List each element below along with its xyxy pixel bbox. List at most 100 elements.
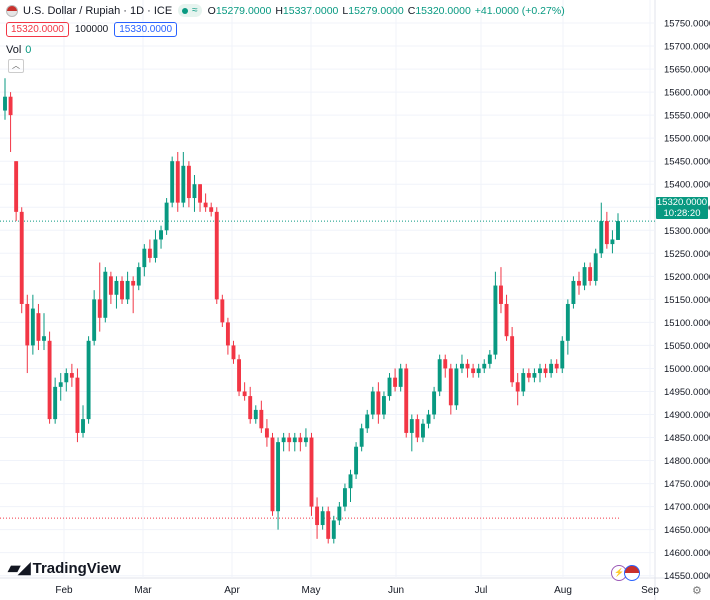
y-tick-label: 14600.0000 bbox=[664, 548, 710, 559]
candle bbox=[393, 368, 398, 392]
y-tick-label: 14700.0000 bbox=[664, 502, 710, 513]
us-flag-event-icon[interactable] bbox=[624, 565, 640, 581]
candle-body bbox=[25, 303, 30, 346]
candle bbox=[582, 262, 587, 291]
candle bbox=[292, 432, 297, 452]
candle bbox=[565, 299, 570, 355]
candle bbox=[214, 207, 219, 304]
candle-body bbox=[86, 340, 91, 420]
candle-body bbox=[30, 308, 35, 346]
low-label: L bbox=[342, 4, 349, 17]
candle bbox=[192, 175, 197, 212]
candle bbox=[153, 230, 158, 263]
price-axis[interactable]: 14550.0000 14600.0000 14650.0000 14700.0000… bbox=[664, 19, 710, 583]
candle-body bbox=[571, 280, 576, 304]
candle-body bbox=[231, 345, 236, 360]
candle bbox=[499, 267, 503, 314]
candle bbox=[164, 198, 169, 235]
candle bbox=[342, 483, 347, 512]
lightning-event-icon[interactable]: ⚡ bbox=[611, 565, 627, 581]
candle-body bbox=[237, 359, 242, 392]
candle bbox=[142, 244, 147, 277]
open-value: 15279.0000 bbox=[215, 4, 272, 17]
candle-body bbox=[515, 382, 520, 392]
candle-body bbox=[248, 396, 253, 420]
candle bbox=[409, 414, 414, 452]
tradingview-logo[interactable]: ▰◢ TradingView bbox=[8, 558, 121, 578]
candle bbox=[220, 294, 225, 327]
candle bbox=[526, 368, 531, 383]
waves-icon: ≈ bbox=[192, 5, 198, 16]
candle bbox=[460, 354, 464, 374]
candle bbox=[493, 271, 498, 360]
candle bbox=[404, 363, 409, 438]
candle bbox=[593, 248, 598, 286]
candle-body bbox=[465, 363, 470, 369]
candle bbox=[47, 331, 52, 424]
candle bbox=[159, 225, 163, 249]
tradingview-logo-icon: ▰◢ bbox=[8, 560, 31, 577]
candle bbox=[577, 271, 581, 295]
candle-body bbox=[264, 428, 269, 438]
ohlc-values: O15279.0000 H15337.0000 L15279.0000 C153… bbox=[208, 5, 565, 17]
collapse-chevron-icon[interactable]: ︿ bbox=[8, 59, 24, 73]
last-price-tag: 15320.0000 10:28:20 bbox=[656, 197, 708, 219]
candle bbox=[554, 359, 559, 374]
time-axis[interactable]: Feb Mar Apr May Jun Jul Aug Sep bbox=[55, 585, 659, 596]
y-tick-label: 15450.0000 bbox=[664, 157, 710, 168]
candle-body bbox=[415, 419, 420, 438]
candle bbox=[97, 262, 102, 332]
candle bbox=[538, 363, 542, 383]
candle-body bbox=[320, 511, 325, 526]
x-tick-label: Jul bbox=[475, 585, 488, 596]
candle-body bbox=[460, 363, 464, 369]
candle bbox=[259, 400, 264, 433]
candle-body bbox=[376, 391, 381, 415]
candle bbox=[281, 432, 286, 452]
candle bbox=[125, 271, 130, 304]
open-label: O bbox=[207, 4, 216, 17]
candle-body bbox=[292, 437, 297, 443]
candle bbox=[398, 363, 403, 392]
events-markers[interactable]: ⚡ bbox=[611, 565, 640, 581]
settings-gear-icon[interactable]: ⚙ bbox=[692, 585, 702, 597]
sell-button[interactable]: 15320.0000 bbox=[6, 22, 69, 37]
candle-body bbox=[342, 488, 347, 507]
candle bbox=[19, 207, 24, 314]
candle-body bbox=[437, 359, 442, 392]
market-status-pill[interactable]: ≈ bbox=[178, 4, 202, 17]
candle bbox=[443, 354, 448, 378]
candle bbox=[348, 469, 353, 503]
candle bbox=[560, 336, 565, 374]
candle-body bbox=[103, 271, 108, 318]
candle bbox=[616, 213, 620, 240]
candle-body bbox=[214, 211, 219, 300]
x-tick-label: Feb bbox=[55, 585, 73, 596]
candle bbox=[471, 363, 476, 378]
candle-body bbox=[69, 373, 74, 378]
candle-body bbox=[493, 285, 498, 355]
candle-body bbox=[58, 382, 63, 387]
buy-button[interactable]: 15330.0000 bbox=[114, 22, 178, 37]
candle bbox=[53, 377, 58, 424]
quantity-value[interactable]: 100000 bbox=[74, 24, 109, 35]
candle-body bbox=[142, 248, 147, 268]
y-tick-label: 15000.0000 bbox=[664, 364, 710, 375]
candle bbox=[432, 386, 437, 420]
candle-body bbox=[192, 184, 197, 199]
candle-body bbox=[242, 391, 247, 397]
candle bbox=[448, 363, 453, 415]
candle bbox=[203, 193, 208, 212]
candle bbox=[14, 161, 19, 222]
candle bbox=[103, 267, 108, 323]
candle bbox=[298, 432, 303, 452]
candle bbox=[365, 409, 370, 433]
candle-body bbox=[526, 373, 531, 378]
candle bbox=[370, 386, 375, 420]
candle-body bbox=[565, 303, 570, 341]
candle bbox=[287, 432, 292, 452]
candle-body bbox=[381, 396, 386, 415]
symbol-title[interactable]: U.S. Dollar / Rupiah · 1D · ICE bbox=[23, 4, 173, 17]
candle-body bbox=[582, 267, 587, 286]
